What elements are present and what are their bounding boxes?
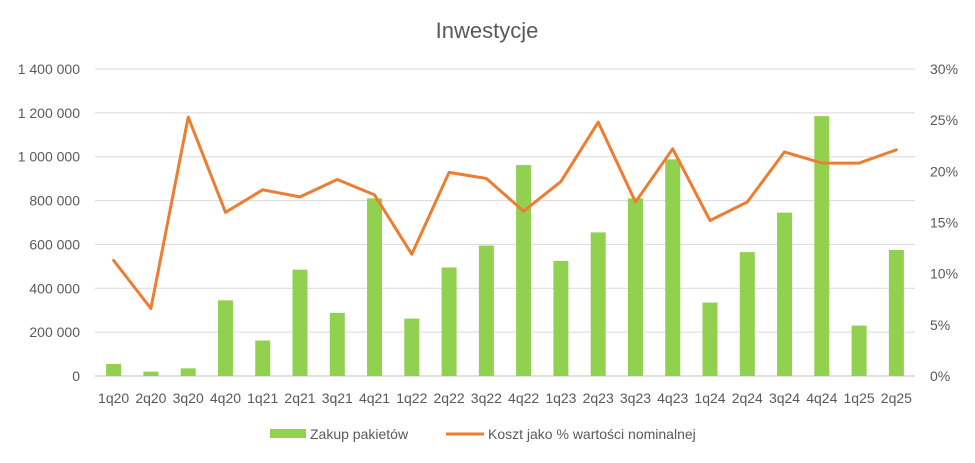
x-tick-label: 3q23 (620, 390, 651, 406)
right-tick-label: 0% (930, 368, 950, 384)
x-tick-label: 3q22 (471, 390, 502, 406)
bar (888, 249, 904, 376)
bar (404, 318, 420, 376)
bar (441, 267, 457, 376)
x-tick-label: 2q22 (434, 390, 465, 406)
x-tick-label: 2q25 (881, 390, 912, 406)
x-axis-ticks: 1q20 2q20 3q20 4q20 1q21 2q21 3q21 4q21 1q22 2q22… (98, 390, 912, 406)
bar (777, 212, 793, 376)
x-tick-label: 4q24 (806, 390, 837, 406)
right-tick-label: 5% (930, 317, 950, 333)
bar (292, 269, 308, 376)
left-tick-label: 400 000 (29, 280, 80, 296)
bar (627, 198, 643, 376)
bar (106, 363, 122, 376)
bar (590, 232, 606, 376)
x-tick-label: 3q21 (322, 390, 353, 406)
x-tick-label: 1q24 (694, 390, 725, 406)
left-tick-label: 0 (72, 368, 80, 384)
right-tick-label: 10% (930, 266, 958, 282)
x-tick-label: 4q22 (508, 390, 539, 406)
right-tick-label: 20% (930, 163, 958, 179)
x-tick-label: 1q22 (396, 390, 427, 406)
x-tick-label: 1q23 (545, 390, 576, 406)
line-path (112, 115, 898, 310)
chart-title: Inwestycje (436, 18, 539, 43)
bar (143, 371, 159, 376)
bar (739, 252, 755, 376)
x-tick-label: 4q20 (210, 390, 241, 406)
left-tick-label: 200 000 (29, 324, 80, 340)
left-tick-label: 600 000 (29, 236, 80, 252)
x-tick-label: 1q20 (98, 390, 129, 406)
bar (478, 245, 494, 376)
left-tick-label: 1 200 000 (18, 105, 80, 121)
right-axis-ticks: 0% 5% 10% 15% 20% 25% 30% (930, 61, 958, 384)
bar (702, 302, 718, 376)
x-tick-label: 4q21 (359, 390, 390, 406)
x-tick-label: 2q24 (732, 390, 763, 406)
left-axis-ticks: 0 200 000 400 000 600 000 800 000 1 000 000 1 … (18, 61, 81, 384)
right-tick-label: 15% (930, 215, 958, 231)
right-tick-label: 25% (930, 112, 958, 128)
left-tick-label: 1 400 000 (18, 61, 80, 77)
bar (851, 325, 867, 376)
bar (255, 340, 271, 376)
x-tick-label: 2q23 (583, 390, 614, 406)
x-tick-label: 4q23 (657, 390, 688, 406)
bar (217, 300, 233, 376)
bar (516, 165, 532, 376)
right-tick-label: 30% (930, 61, 958, 77)
legend-swatch-bar (270, 429, 306, 438)
bar (180, 368, 196, 376)
legend-label-bar: Zakup pakietów (310, 426, 409, 442)
x-tick-label: 1q25 (844, 390, 875, 406)
bar (665, 159, 681, 376)
x-tick-label: 3q24 (769, 390, 800, 406)
bar (329, 312, 345, 376)
left-tick-label: 800 000 (29, 193, 80, 209)
bar (814, 116, 830, 377)
bar (553, 260, 569, 376)
line-series (112, 115, 898, 310)
bar (367, 198, 383, 376)
x-tick-label: 2q20 (135, 390, 166, 406)
x-tick-label: 1q21 (247, 390, 278, 406)
bar-series (106, 116, 904, 377)
x-tick-label: 2q21 (284, 390, 315, 406)
left-tick-label: 1 000 000 (18, 149, 80, 165)
x-tick-label: 3q20 (173, 390, 204, 406)
legend: Zakup pakietów Koszt jako % wartości nom… (270, 426, 696, 442)
legend-label-line: Koszt jako % wartości nominalnej (488, 426, 696, 442)
